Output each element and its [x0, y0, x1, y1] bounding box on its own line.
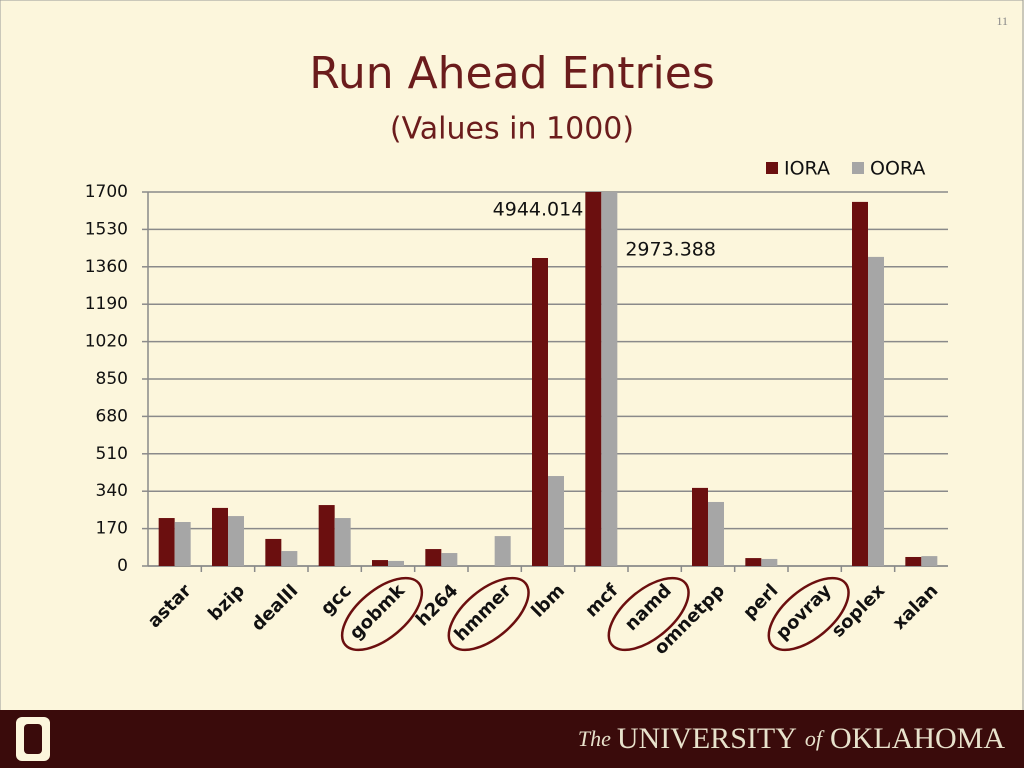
y-tick-label: 510: [96, 444, 128, 464]
bar: [441, 553, 458, 566]
bar: [334, 518, 351, 566]
y-tick-label: 340: [96, 481, 128, 501]
highlight-circle: [607, 576, 690, 652]
chart-subtitle: (Values in 1000): [390, 112, 634, 147]
bar: [708, 501, 724, 566]
bar: [532, 258, 548, 566]
logo: [16, 717, 50, 761]
slide-number: 11: [996, 14, 1008, 28]
bar: [868, 256, 884, 566]
plot-area: [158, 192, 938, 566]
y-tick-label: 170: [96, 519, 128, 539]
bar: [265, 538, 282, 566]
logo-shape: [24, 724, 42, 754]
footer-bar: [0, 710, 1024, 768]
bar: [548, 476, 564, 566]
value-label: 4944.014: [493, 199, 584, 221]
chart-title: Run Ahead Entries: [309, 48, 715, 99]
bar: [601, 192, 618, 566]
footer-main: UNIVERSITY: [617, 722, 797, 755]
bar: [174, 522, 191, 566]
bar: [761, 558, 778, 566]
legend-label: IORA: [784, 158, 830, 180]
highlight-circle: [767, 576, 850, 652]
bar: [318, 505, 335, 566]
y-tick-label: 1360: [85, 257, 128, 277]
bar: [921, 556, 938, 566]
legend-label: OORA: [870, 158, 925, 180]
bar: [388, 560, 404, 566]
y-tick-label: 850: [96, 369, 128, 389]
bar: [212, 507, 228, 566]
bar: [585, 192, 602, 566]
bar: [425, 549, 442, 566]
bar: [852, 201, 868, 566]
bar: [281, 551, 298, 566]
bar: [905, 556, 922, 566]
footer-text: The UNIVERSITY of OKLAHOMA: [578, 722, 1005, 755]
y-tick-label: 680: [96, 406, 128, 426]
bar: [158, 518, 175, 566]
bar: [494, 536, 511, 566]
footer-of: of: [805, 726, 825, 751]
footer-prefix: The: [578, 726, 611, 751]
bar: [372, 560, 388, 566]
value-label: 2973.388: [625, 239, 716, 261]
legend-swatch: [852, 162, 864, 174]
y-tick-label: 1700: [85, 182, 128, 202]
bar: [692, 487, 708, 566]
footer-state: OKLAHOMA: [830, 722, 1005, 755]
highlight-circle: [340, 576, 424, 652]
highlight-circle: [447, 576, 530, 652]
y-tick-label: 1190: [85, 294, 128, 314]
bar: [745, 558, 762, 566]
y-tick-label: 1530: [85, 219, 128, 239]
y-tick-label: 1020: [85, 332, 128, 352]
legend-swatch: [766, 162, 778, 174]
y-tick-label: 0: [117, 556, 128, 576]
bar: [228, 516, 244, 566]
